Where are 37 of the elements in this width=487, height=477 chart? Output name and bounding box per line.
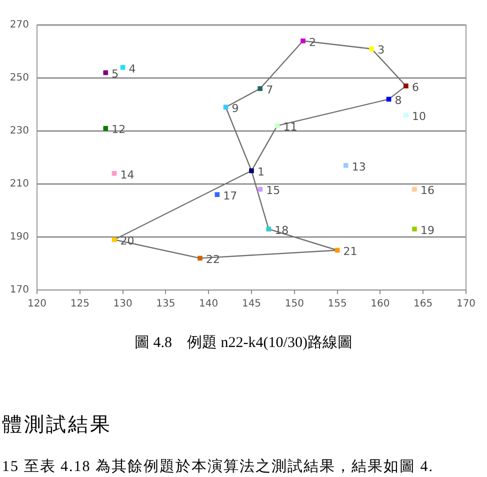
text: 15 至表 4.18 為其餘例題於本演算法之測試結果，結果如圖 4. <box>2 457 434 476</box>
x-tick-label: 170 <box>456 298 476 310</box>
annotation: 10 <box>412 110 426 123</box>
annotation: 16 <box>420 184 435 198</box>
text: 圖 4.8 例題 n22-k4(10/30)路線圖 <box>134 334 354 352</box>
y-tick-label: 210 <box>10 178 29 190</box>
x-tick-label: 165 <box>414 298 433 310</box>
annotation: 15 <box>266 184 280 198</box>
annotation: 11 <box>283 120 298 134</box>
x-tick-label: 130 <box>113 298 132 310</box>
y-tick-label: 270 <box>10 20 29 31</box>
y-tick-label: 170 <box>10 284 29 296</box>
y-tick-label: 230 <box>10 126 29 137</box>
x-tick-label: 120 <box>27 298 47 310</box>
annotation: 1 <box>258 166 264 179</box>
annotation: 4 <box>128 62 136 76</box>
x-tick-label: 145 <box>242 298 262 310</box>
annotation: 13 <box>352 160 366 174</box>
text: 體測試結果 <box>2 413 112 438</box>
x-tick-label: 135 <box>156 298 176 310</box>
y-tick-label: 250 <box>10 72 29 84</box>
x-tick-label: 125 <box>70 298 90 310</box>
annotation: 17 <box>223 189 238 202</box>
annotation: 7 <box>266 83 274 96</box>
annotation: 19 <box>420 224 435 237</box>
annotation: 21 <box>343 245 358 258</box>
x-tick-label: 150 <box>284 298 304 310</box>
annotation: 3 <box>378 44 385 57</box>
annotation: 5 <box>112 68 119 81</box>
y-tick-label: 190 <box>10 232 29 243</box>
annotation: 14 <box>120 168 134 182</box>
x-tick-label: 160 <box>370 298 390 310</box>
x-tick-label: 155 <box>328 298 347 310</box>
annotation: 9 <box>232 102 239 116</box>
annotation: 6 <box>412 80 419 94</box>
x-tick-label: 140 <box>199 298 218 310</box>
annotation: 8 <box>394 94 402 108</box>
